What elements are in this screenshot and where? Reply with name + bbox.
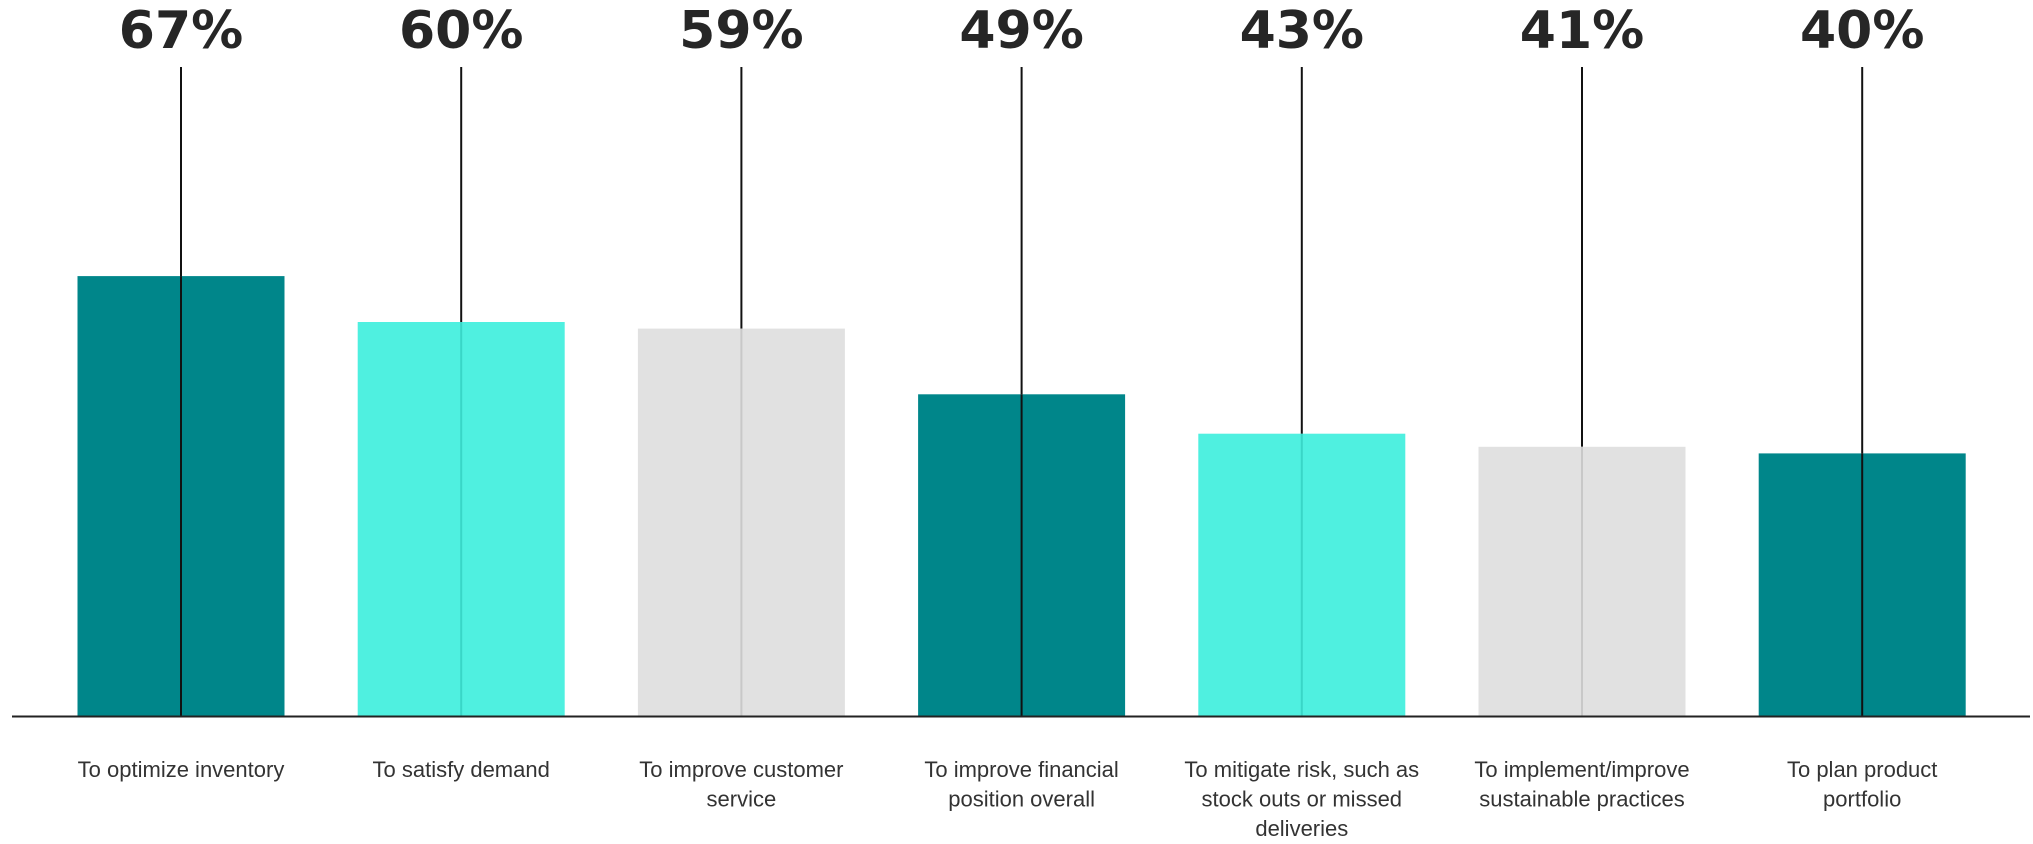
category-label-3: To improve customer service <box>639 757 843 812</box>
value-label-5: 43% <box>1240 1 1364 61</box>
category-label-4: To improve financial position overall <box>924 757 1118 812</box>
value-label-4: 49% <box>959 1 1083 61</box>
category-labels-layer: To optimize inventory To satisfy demand To… <box>78 757 1938 841</box>
category-label-line: To mitigate risk, such as <box>1184 757 1419 782</box>
category-label-line: To plan product <box>1787 757 1937 782</box>
category-label-line: To improve financial <box>924 757 1118 782</box>
category-label-line: To optimize inventory <box>78 757 285 782</box>
category-label-line: To implement/improve <box>1474 757 1689 782</box>
category-label-line: deliveries <box>1255 816 1348 839</box>
category-label-line: stock outs or missed <box>1202 787 1403 812</box>
value-label-7: 40% <box>1800 1 1924 61</box>
category-label-line: position overall <box>948 787 1095 812</box>
value-label-6: 41% <box>1520 1 1644 61</box>
category-label-line: service <box>707 787 777 812</box>
category-label-line: To improve customer <box>639 757 843 782</box>
value-label-3: 59% <box>679 1 803 61</box>
value-labels-layer: 67% 60% 59% 49% 43% 41% 40% <box>119 1 1925 61</box>
category-label-6: To implement/improve sustainable practice… <box>1474 757 1689 812</box>
category-label-line: To satisfy demand <box>373 757 550 782</box>
category-label-line: portfolio <box>1823 787 1901 812</box>
category-label-5: To mitigate risk, such as stock outs or m… <box>1184 757 1419 839</box>
value-label-2: 60% <box>399 1 523 61</box>
value-label-1: 67% <box>119 1 243 61</box>
category-label-1: To optimize inventory <box>78 757 285 782</box>
category-label-2: To satisfy demand <box>373 757 550 782</box>
leader-lines-layer <box>180 67 1864 716</box>
category-label-7: To plan product portfolio <box>1787 757 1937 812</box>
category-label-line: sustainable practices <box>1479 787 1684 812</box>
